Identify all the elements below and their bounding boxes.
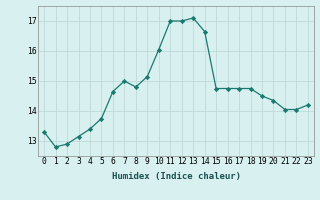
X-axis label: Humidex (Indice chaleur): Humidex (Indice chaleur) [111,172,241,181]
